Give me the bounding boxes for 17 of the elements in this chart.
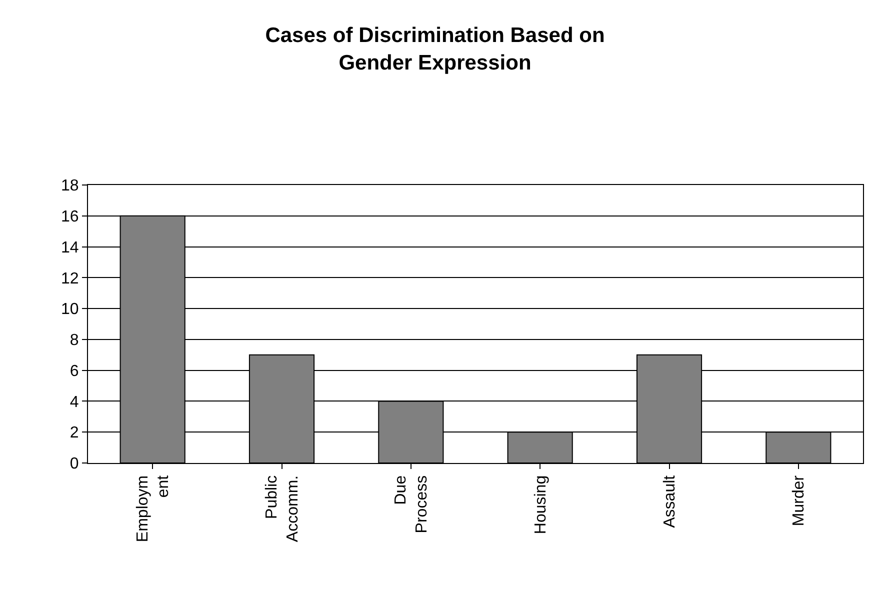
y-tick-label: 4	[70, 394, 79, 411]
y-tick-label: 2	[70, 424, 79, 442]
y-tick-label: 14	[61, 239, 79, 256]
x-tick-label: Due Process	[392, 475, 431, 534]
chart-title: Cases of Discrimination Based on Gender Expression	[265, 24, 605, 74]
y-tick-label: 6	[70, 362, 79, 380]
x-tick-label: Employm ent	[134, 474, 172, 542]
x-tick-label: Murder	[790, 474, 808, 526]
x-tick-label: Public Accomm.	[264, 475, 302, 542]
y-tick-label: 12	[61, 270, 79, 288]
x-tick-label: Assault	[661, 474, 678, 528]
x-tick-label: Housing	[532, 475, 550, 534]
y-tick-label: 0	[70, 456, 79, 473]
y-tick-label: 18	[61, 178, 79, 195]
y-tick-label: 16	[61, 208, 79, 226]
y-tick-label: 8	[70, 332, 79, 350]
y-tick-label: 10	[61, 301, 79, 318]
